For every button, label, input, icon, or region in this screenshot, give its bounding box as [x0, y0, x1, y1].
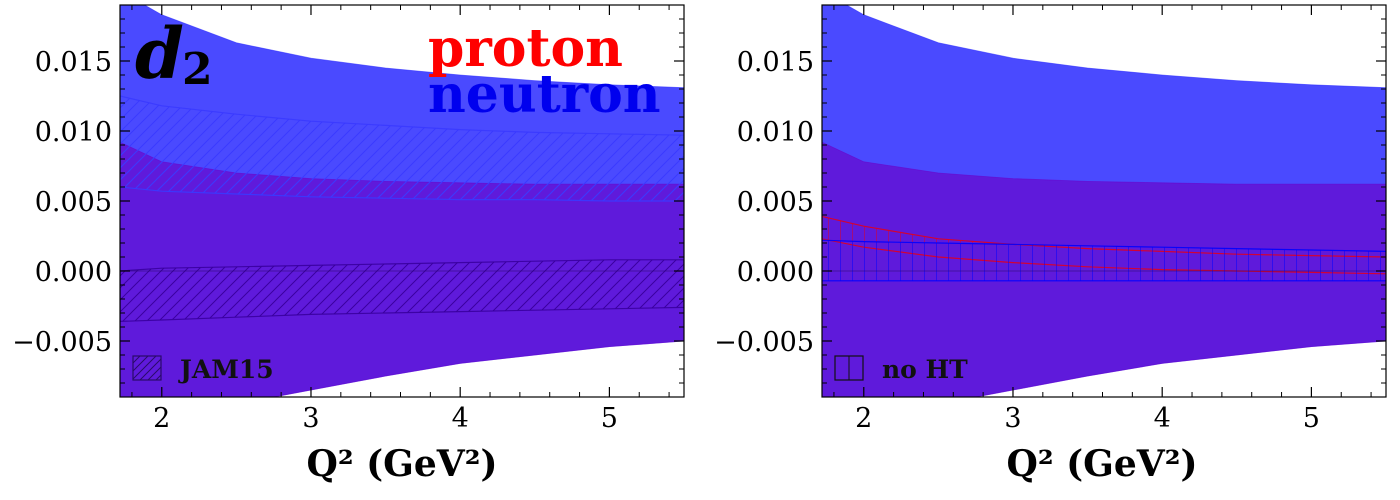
band-proton: [822, 141, 1386, 397]
x-tick-label: 4: [452, 403, 469, 434]
y-tick-label: 0.000: [737, 257, 814, 288]
x-tick-label: 4: [1154, 403, 1171, 434]
y-tick-label: 0.005: [737, 187, 814, 218]
left-plot-area: [120, 5, 684, 397]
x-tick-label: 2: [153, 403, 170, 434]
left-axes: 2 3 4 5 −0.005 0.000 0.005 0.010 0.015: [12, 4, 685, 434]
chart-title-d2: d: [135, 12, 184, 95]
y-tick-label: 0.010: [35, 117, 112, 148]
y-tick-label: 0.010: [737, 117, 814, 148]
x-axis-label-left: Q² (GeV²): [306, 443, 497, 485]
band-jam15-proton: [120, 259, 684, 323]
left-panel: 2 3 4 5 −0.005 0.000 0.005 0.010 0.015 JAM15 d 2…: [12, 4, 685, 485]
chart-title-subscript: 2: [182, 44, 213, 95]
right-axes: 2 3 4 5 −0.005 0.000 0.005 0.010 0.015: [714, 4, 1387, 434]
y-tick-label: 0.000: [35, 257, 112, 288]
x-tick-label: 3: [1004, 403, 1021, 434]
right-plot-area: [822, 5, 1386, 397]
y-tick-label: 0.015: [35, 47, 112, 78]
x-tick-label: 5: [1303, 403, 1320, 434]
left-legend: JAM15: [132, 355, 274, 384]
x-tick-label: 2: [855, 403, 872, 434]
x-tick-label: 3: [302, 403, 319, 434]
series-label-proton: proton: [428, 18, 623, 79]
y-tick-label: −0.005: [12, 327, 112, 358]
right-legend: no HT: [834, 355, 968, 384]
legend-swatch-jam15: [132, 355, 162, 381]
right-panel: 2 3 4 5 −0.005 0.000 0.005 0.010 0.015 no HT Q² …: [714, 4, 1387, 485]
band-jam15-neutron: [120, 95, 684, 202]
x-tick-label: 5: [601, 403, 618, 434]
y-tick-label: 0.005: [35, 187, 112, 218]
y-tick-label: 0.015: [737, 47, 814, 78]
y-tick-label: −0.005: [714, 327, 814, 358]
legend-label-no-ht: no HT: [882, 355, 968, 384]
legend-label-jam15: JAM15: [178, 355, 274, 384]
x-axis-label-right: Q² (GeV²): [1006, 443, 1197, 485]
series-label-neutron: neutron: [428, 64, 661, 125]
